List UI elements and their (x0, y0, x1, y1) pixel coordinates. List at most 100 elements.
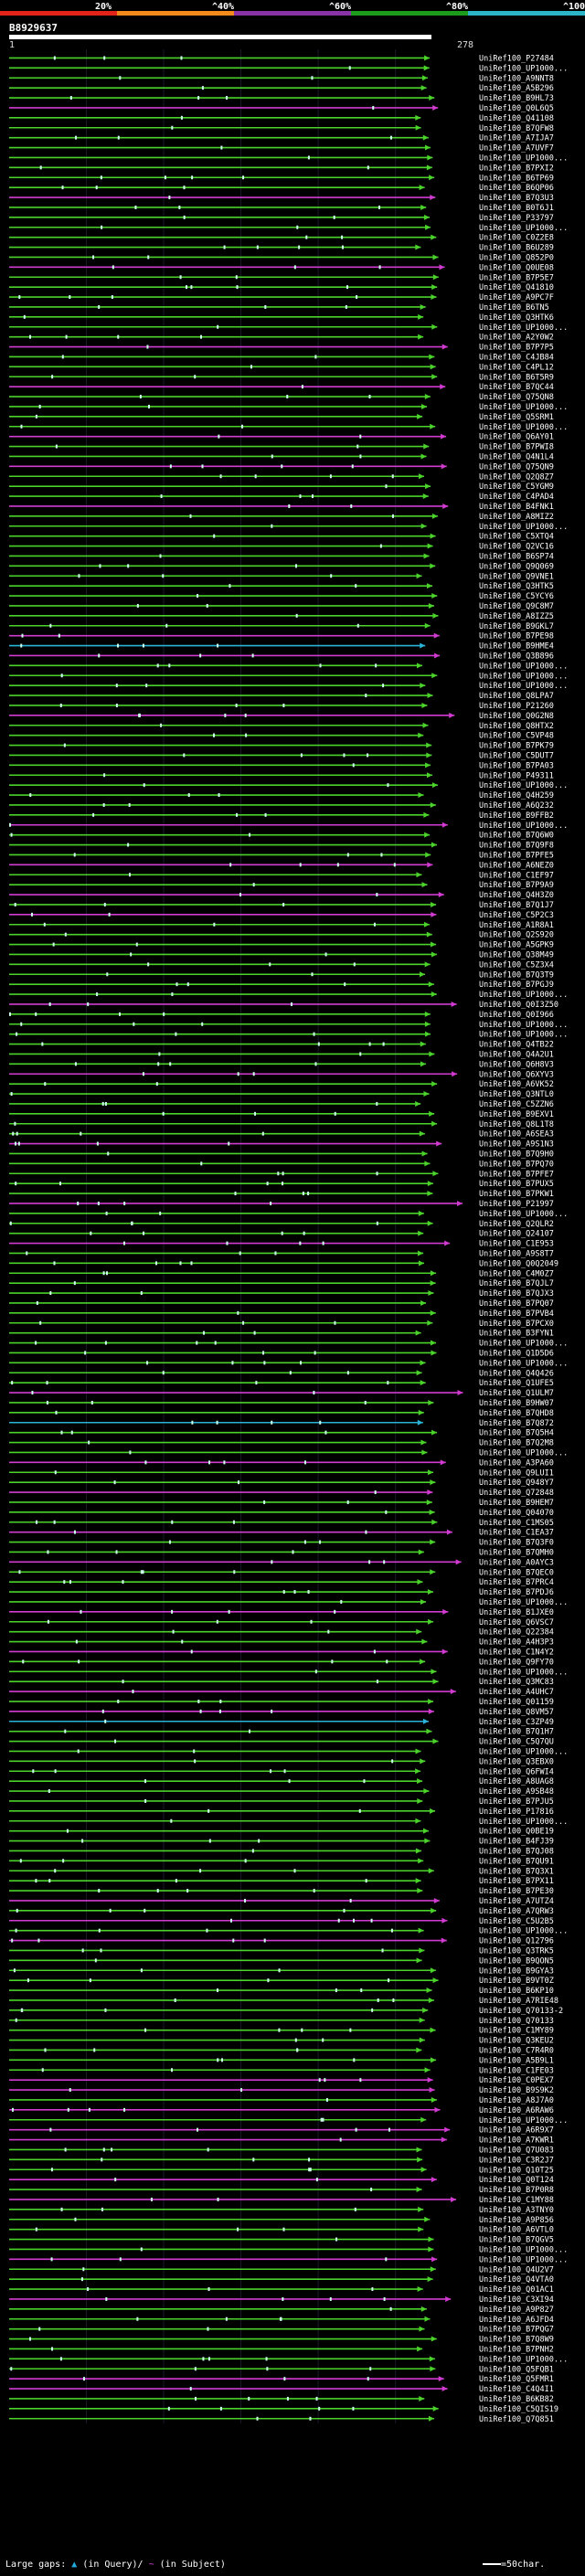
gap-marker (263, 1500, 266, 1504)
hit-label: UniRef100_B7P0R8 (479, 2186, 554, 2195)
hit-arrow (430, 563, 436, 569)
gap-marker (127, 564, 130, 568)
hit-arrow (423, 1091, 430, 1097)
hit-arrow (424, 1161, 431, 1167)
gap-marker (334, 1320, 336, 1325)
hit-label: UniRef100_B7PXI2 (479, 164, 554, 173)
gap-marker (315, 2396, 318, 2401)
gap-marker (337, 1918, 340, 1923)
gap-marker (15, 1182, 17, 1186)
gap-marker (378, 205, 381, 209)
gap-marker (200, 1161, 203, 1166)
hit-label: UniRef100_Q70133-2 (479, 2007, 563, 2016)
hit-label: UniRef100_UP1000... (479, 1021, 568, 1030)
hit-arrow (436, 1140, 442, 1147)
gap-marker (108, 912, 111, 917)
hit-label: UniRef100_Q852P0 (479, 253, 554, 262)
hit-label: UniRef100_C4M0Z7 (479, 1269, 554, 1278)
hit-label: UniRef100_UP1000... (479, 323, 568, 333)
hit-arrow (431, 2256, 438, 2263)
hit-arrow (434, 652, 441, 659)
hit-label: UniRef100_C5DUT7 (479, 751, 554, 760)
gap-marker (140, 2247, 143, 2252)
gap-marker (353, 2058, 356, 2062)
gap-marker (16, 1032, 18, 1036)
gap-marker (388, 1978, 390, 1983)
hit-arrow (430, 1270, 436, 1277)
hit-arrow (420, 1439, 427, 1446)
hit-arrow (430, 1309, 436, 1316)
gap-marker (300, 753, 303, 758)
hit-arrow (424, 144, 431, 151)
hit-arrow (432, 1738, 439, 1744)
gap-marker (274, 1251, 277, 1256)
legend-segment (234, 11, 351, 16)
gap-marker (60, 673, 63, 678)
hit-label: UniRef100_B9EXV1 (479, 1110, 554, 1119)
hit-label: UniRef100_A7QRW3 (479, 1907, 554, 1916)
gap-marker (61, 186, 64, 190)
hit-label: UniRef100_B7Q6W0 (479, 832, 554, 841)
hit-arrow (416, 2187, 422, 2193)
gap-marker (47, 1550, 49, 1554)
hit-arrow (430, 1569, 436, 1575)
hit-arrow (424, 1011, 431, 1017)
hit-arrow (442, 503, 449, 509)
legend-segment (0, 11, 117, 16)
gap-marker (271, 1560, 273, 1564)
hit-arrow (425, 483, 431, 490)
hit-arrow (424, 1838, 431, 1844)
gap-marker (18, 295, 21, 300)
hit-label: UniRef100_C5YGM9 (479, 482, 554, 492)
gap-marker (180, 115, 183, 120)
hit-label: UniRef100_Q41810 (479, 283, 554, 292)
hit-label: UniRef100_Q4TB22 (479, 1041, 554, 1050)
hit-arrow (418, 792, 424, 799)
gap-marker (359, 2078, 362, 2083)
gap-marker (201, 1022, 204, 1026)
gap-marker (254, 1111, 257, 1116)
gap-marker (345, 304, 347, 309)
gap-marker (369, 2367, 372, 2371)
hit-arrow (418, 2206, 424, 2212)
hit-label: UniRef100_B7PE98 (479, 632, 554, 641)
hit-label: UniRef100_Q948Y7 (479, 1479, 554, 1488)
hit-arrow (432, 274, 439, 281)
legend-tick-label: ^80% (446, 2, 468, 12)
hit-label: UniRef100_Q22384 (479, 1628, 554, 1638)
hit-label: UniRef100_C3XI94 (479, 2295, 554, 2305)
gap-marker (385, 1510, 388, 1514)
gap-marker (111, 295, 113, 300)
hit-arrow (419, 971, 425, 978)
gap-marker (392, 1998, 395, 2002)
gap-marker (293, 265, 296, 270)
hit-label: UniRef100_Q5FQB1 (479, 2365, 554, 2374)
gap-marker (333, 215, 335, 219)
gap-marker (318, 2078, 321, 2083)
gap-marker (171, 1609, 174, 1614)
gap-marker (319, 1420, 322, 1425)
gap-marker (343, 753, 346, 758)
hit-arrow (426, 1988, 432, 1994)
hit-label: UniRef100_Q4U2V7 (479, 2265, 554, 2274)
gap-marker (228, 1609, 230, 1614)
hit-label: UniRef100_P49311 (479, 771, 554, 780)
gap-marker (21, 633, 24, 638)
gap-marker (207, 1808, 210, 1813)
gap-marker (101, 2157, 103, 2162)
gap-marker (51, 375, 54, 379)
hit-label: UniRef100_Q4H259 (479, 791, 554, 800)
hit-label: UniRef100_Q8VM57 (479, 1708, 554, 1717)
gap-marker (107, 1151, 110, 1156)
hit-label: UniRef100_B6TP69 (479, 174, 554, 183)
gap-marker (380, 853, 383, 857)
hit-label: UniRef100_UP1000... (479, 2116, 568, 2125)
hit-arrow (431, 1120, 438, 1127)
hit-label: UniRef100_B7PUX5 (479, 1180, 554, 1189)
hit-arrow (430, 1280, 436, 1287)
gap-marker (237, 2227, 239, 2231)
gap-marker (47, 1619, 49, 1624)
gap-marker (288, 1779, 291, 1784)
gap-marker (352, 2406, 355, 2411)
hit-arrow (416, 2147, 422, 2153)
